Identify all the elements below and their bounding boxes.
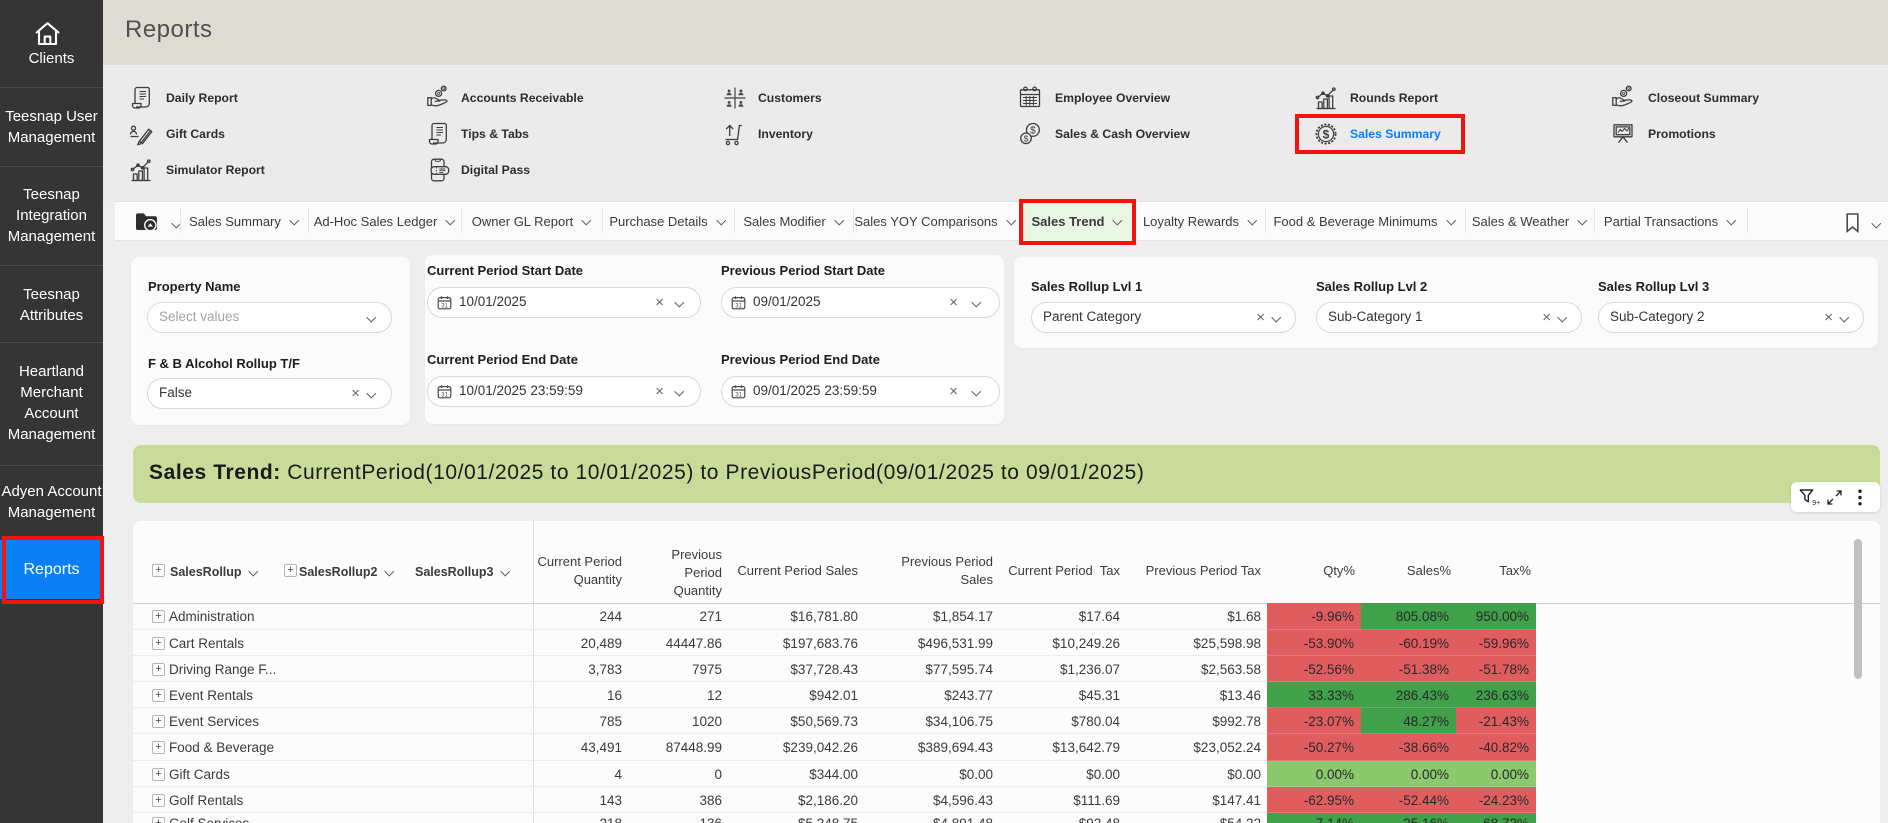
svg-text:31: 31	[735, 392, 742, 398]
svg-text:31: 31	[441, 392, 448, 398]
svg-text:31: 31	[441, 303, 448, 309]
svg-text:9+: 9+	[1812, 500, 1820, 507]
svg-text:31: 31	[735, 303, 742, 309]
